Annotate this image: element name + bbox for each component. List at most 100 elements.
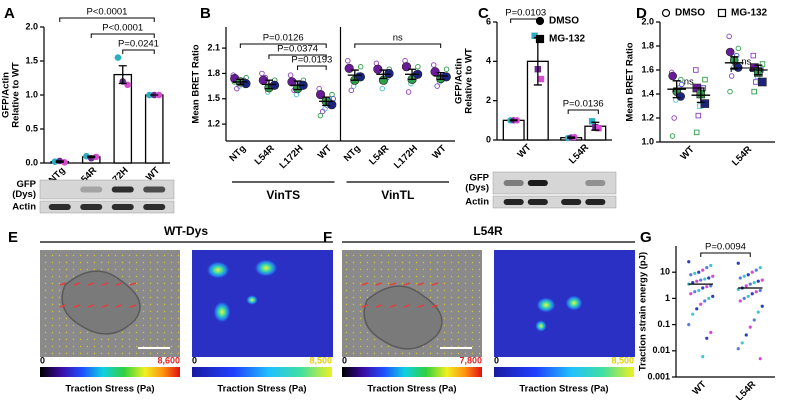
data-point [537, 75, 545, 83]
y-tick-label: 1.2 [641, 112, 654, 122]
error-bar [236, 78, 245, 86]
significance-bracket [567, 109, 599, 114]
data-point [415, 63, 421, 70]
data-point [735, 45, 742, 52]
colorbar-max: 7,800 [459, 355, 482, 365]
group-label: VinTL [381, 188, 414, 202]
blot-band [48, 204, 71, 210]
traction-arrow [87, 304, 95, 308]
data-point [750, 52, 757, 59]
replicate-mean [725, 47, 735, 57]
heatmap-spot [565, 295, 583, 311]
error-bar [350, 69, 359, 81]
panel-title: WT-Dys [164, 224, 208, 238]
heatmap-spot [206, 261, 230, 279]
blot-image [492, 195, 617, 209]
significance-bracket [90, 33, 155, 38]
significance-bracket [239, 43, 327, 48]
legend-label: MG-132 [731, 8, 768, 19]
colorbar-max: 8,600 [157, 355, 180, 365]
panel-letter: E [8, 229, 18, 246]
data-point [697, 288, 701, 293]
data-point [748, 282, 752, 286]
data-point [693, 290, 697, 294]
significance-bracket [730, 67, 762, 72]
error-bar [567, 136, 576, 139]
traction-arrow [361, 282, 369, 286]
blot-band [111, 204, 134, 210]
data-point [345, 58, 351, 64]
replicate-mean [700, 99, 710, 108]
data-point [703, 299, 707, 303]
data-point [754, 268, 758, 272]
significance-bracket [268, 54, 327, 59]
blot-label: (Dys) [12, 189, 36, 200]
traction-arrow [375, 282, 383, 286]
blot-label: GFP [16, 179, 36, 190]
cell-outline [61, 270, 141, 335]
significance-label: P=0.0241 [118, 39, 159, 50]
blot-band [143, 204, 166, 210]
blot-label: Actin [12, 202, 36, 213]
data-point [748, 325, 752, 329]
legend-marker [661, 8, 671, 18]
traction-arrow [375, 304, 383, 308]
data-point [705, 265, 709, 270]
significance-label: P=0.0193 [291, 55, 332, 66]
data-point [707, 296, 711, 300]
data-point [695, 279, 699, 283]
y-tick-label: 1.6 [641, 64, 654, 74]
replicate-mean [327, 100, 337, 110]
traction-arrow [87, 282, 95, 286]
data-point [709, 263, 713, 268]
cell-outline [363, 285, 443, 350]
significance-label: P=0.0103 [505, 8, 546, 19]
heatmap-spot [246, 295, 258, 305]
legend-label: DMSO [549, 16, 579, 27]
error-bar [379, 69, 388, 80]
data-point [711, 274, 715, 278]
blot-image [39, 200, 175, 214]
y-axis-label: GFP/Actin [1, 72, 12, 118]
y-tick-label: 1.4 [641, 88, 654, 98]
blot-band [503, 199, 524, 205]
error-bar [754, 64, 763, 76]
x-tick-label: WT [690, 379, 708, 397]
data-point [695, 112, 702, 119]
heatmap-spot [536, 297, 556, 313]
x-tick-label: L172H [278, 143, 306, 171]
data-point [124, 81, 131, 89]
data-point [728, 73, 735, 79]
legend-marker [535, 34, 545, 44]
y-tick-label: 2.1 [207, 42, 220, 52]
data-point [738, 299, 742, 303]
x-tick-label: WT [430, 143, 448, 161]
y-tick-label: 1.8 [207, 68, 220, 78]
traction-arrow [129, 304, 137, 308]
error-bar [118, 65, 127, 85]
data-point [114, 54, 122, 61]
data-point [742, 296, 746, 300]
traction-arrow [389, 282, 397, 286]
blot-label: GFP [469, 173, 489, 184]
heatmap-spot [535, 320, 547, 332]
data-point [319, 108, 326, 115]
significance-label: P<0.0001 [87, 7, 128, 18]
blot-band [111, 186, 134, 193]
data-point [709, 330, 713, 335]
data-point [756, 310, 760, 314]
y-tick-label: 4 [486, 56, 491, 66]
data-point [693, 271, 697, 275]
group-label: VinTS [266, 188, 300, 202]
traction-arrow [59, 282, 67, 286]
data-point [691, 281, 695, 285]
y-tick-label: 0.1 [657, 319, 670, 329]
y-tick-label: 0 [486, 134, 491, 144]
panel-letter: A [4, 5, 15, 22]
data-point [756, 279, 760, 283]
blot-band [561, 180, 581, 186]
traction-arrow [403, 304, 411, 308]
traction-arrow [431, 304, 439, 308]
data-point [758, 265, 762, 270]
